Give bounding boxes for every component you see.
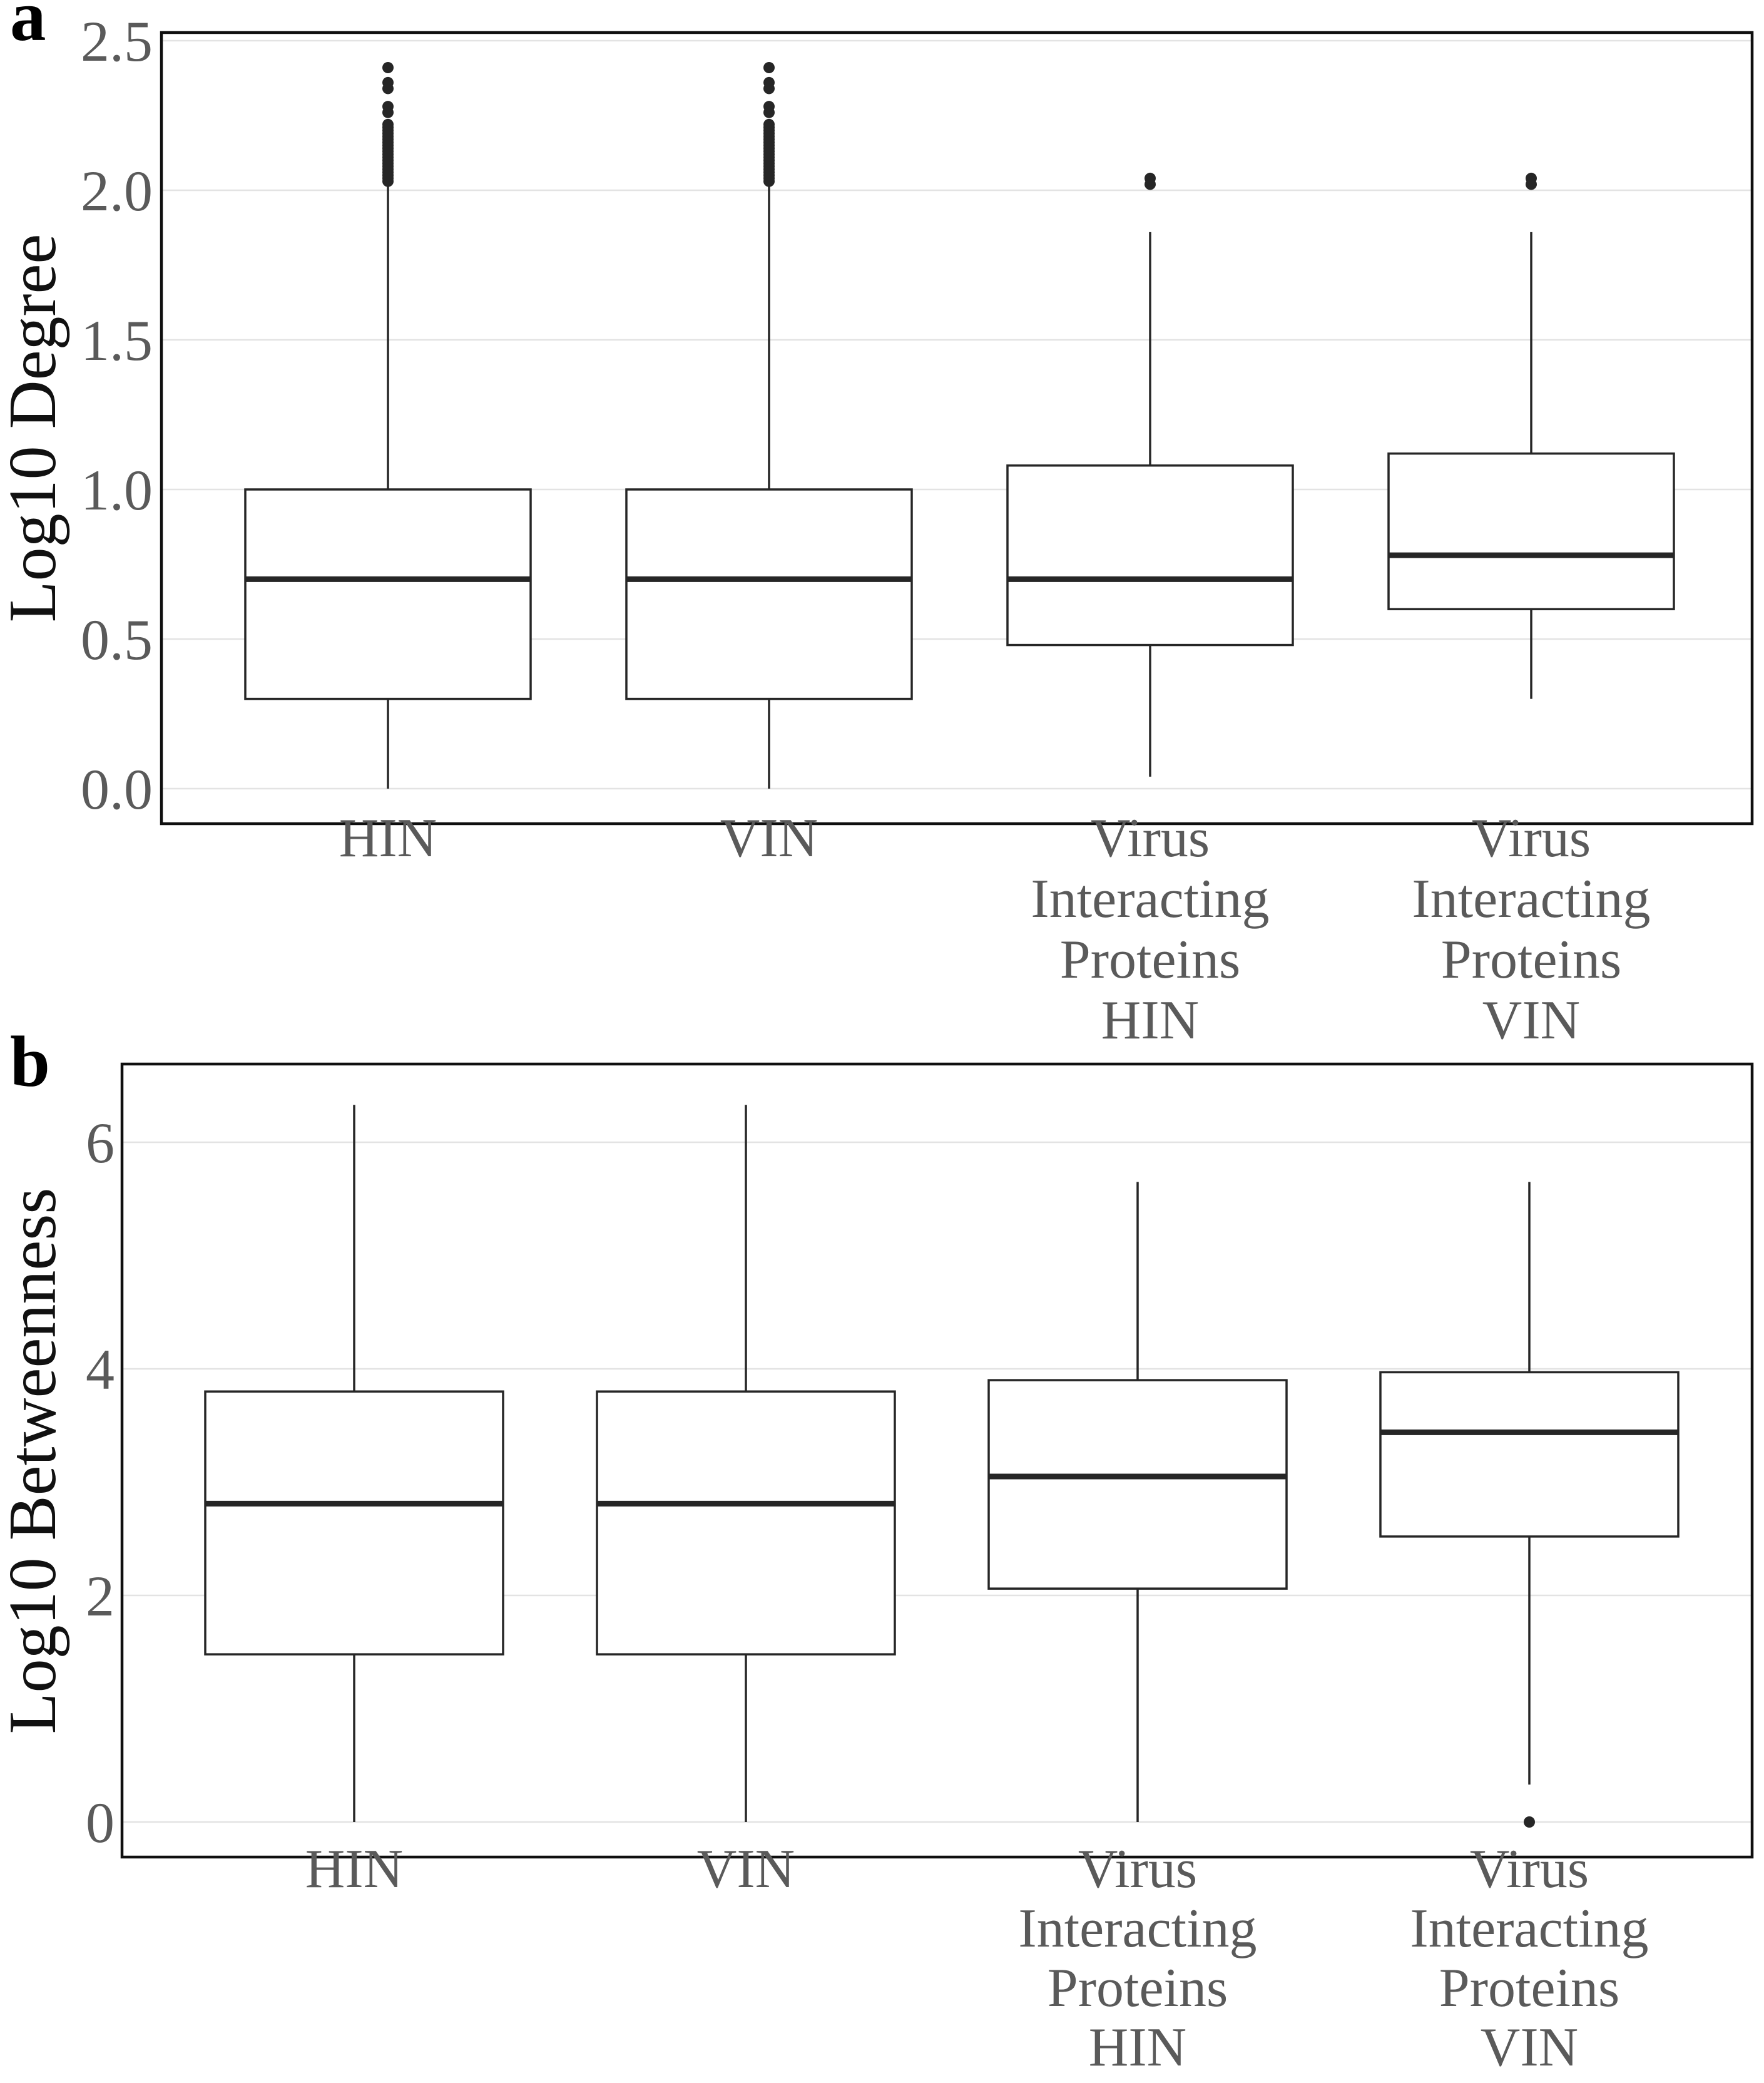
x-axis-label-line: VIN <box>720 808 818 869</box>
y-tick-label-0: 0 <box>86 1791 115 1855</box>
y-tick-label-4: 4 <box>86 1338 115 1401</box>
iqr-box <box>1379 1371 1680 1538</box>
y-tick-label-2.5: 2.5 <box>81 9 153 73</box>
x-axis-label-line: HIN <box>339 808 437 869</box>
y-tick-label-1.0: 1.0 <box>81 458 153 522</box>
iqr-box <box>625 488 913 700</box>
plot-border <box>160 31 1754 826</box>
x-axis-label-line: HIN <box>305 1839 403 1900</box>
outlier-dot <box>1526 178 1537 190</box>
y-tick-label-1.5: 1.5 <box>81 309 153 372</box>
x-axis-label-line: VIN <box>1482 990 1580 1051</box>
x-axis-label-line: VIN <box>1481 2017 1578 2078</box>
x-axis-label-virus-interacting-proteins-vin: Virus Interacting Proteins VIN <box>1410 1839 1648 2078</box>
x-axis-label-line: Virus <box>1091 808 1210 869</box>
x-axis-label-line: Interacting <box>1018 1898 1257 1959</box>
boxplot-virus-interacting-proteins-hin <box>987 1182 1288 1822</box>
x-axis-label-virus-interacting-proteins-hin: Virus Interacting Proteins HIN <box>1018 1839 1257 2078</box>
x-axis-label-vin: VIN <box>720 808 818 869</box>
x-axis-label-hin: HIN <box>305 1839 403 1900</box>
x-axis-label-line: HIN <box>1089 2017 1186 2078</box>
iqr-box <box>244 488 532 700</box>
x-axis-label-line: Interacting <box>1412 869 1650 929</box>
x-axis-label-virus-interacting-proteins-hin: Virus Interacting Proteins HIN <box>1031 808 1269 1051</box>
outlier-dot <box>382 62 394 74</box>
y-tick-label-6: 6 <box>86 1111 115 1175</box>
panel-a-y-axis-title: Log10 Degree <box>0 234 70 623</box>
plot-border <box>120 1062 1754 1859</box>
boxplot-virus-interacting-proteins-hin <box>1006 172 1294 777</box>
y-tick-label-0.5: 0.5 <box>81 608 153 672</box>
y-tick-label-0.0: 0.0 <box>81 757 153 821</box>
iqr-box <box>596 1390 896 1656</box>
iqr-box <box>1387 452 1675 610</box>
outlier-dot <box>763 175 775 187</box>
outlier-dot <box>382 83 394 95</box>
boxplot-vin <box>625 62 913 789</box>
outlier-dot <box>763 106 775 118</box>
x-axis-label-hin: HIN <box>339 808 437 869</box>
iqr-box <box>204 1390 504 1656</box>
x-axis-label-line: Proteins <box>1060 929 1240 990</box>
x-axis-label-line: Virus <box>1472 808 1591 869</box>
iqr-box <box>987 1379 1288 1590</box>
outlier-dot <box>1145 178 1156 190</box>
boxplot-hin <box>204 1105 504 1822</box>
x-axis-label-line: Interacting <box>1410 1898 1648 1959</box>
boxplot-virus-interacting-proteins-vin <box>1379 1182 1680 1828</box>
x-axis-label-line: Proteins <box>1439 1958 1619 2019</box>
outlier-dot <box>763 62 775 74</box>
outlier-dot <box>382 106 394 118</box>
x-axis-label-line: Proteins <box>1048 1958 1228 2019</box>
iqr-box <box>1006 464 1294 647</box>
outlier-dot <box>382 175 394 187</box>
panel-b-letter: b <box>10 1022 50 1102</box>
boxplot-virus-interacting-proteins-vin <box>1387 172 1675 699</box>
x-axis-label-line: HIN <box>1101 990 1199 1051</box>
x-axis-label-line: VIN <box>697 1839 795 1900</box>
x-axis-label-vin: VIN <box>697 1839 795 1900</box>
y-tick-label-2.0: 2.0 <box>81 159 153 223</box>
x-axis-label-line: Virus <box>1470 1839 1589 1900</box>
x-axis-label-line: Interacting <box>1031 869 1269 929</box>
boxplot-hin <box>244 62 532 789</box>
boxplot-vin <box>596 1105 896 1822</box>
panel-b-y-axis-title: Log10 Betweenness <box>0 1188 70 1734</box>
x-axis-label-line: Proteins <box>1441 929 1621 990</box>
x-axis-label-line: Virus <box>1078 1839 1197 1900</box>
y-tick-label-2: 2 <box>86 1564 115 1628</box>
outlier-dot <box>1524 1816 1535 1828</box>
x-axis-label-virus-interacting-proteins-vin: Virus Interacting Proteins VIN <box>1412 808 1650 1051</box>
outlier-dot <box>763 83 775 95</box>
panel-a-letter: a <box>10 0 46 56</box>
